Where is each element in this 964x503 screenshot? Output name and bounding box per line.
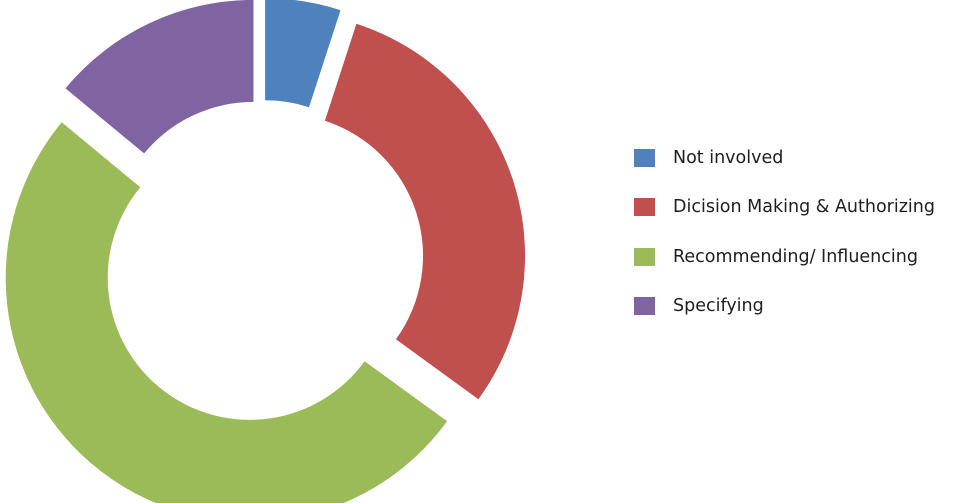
legend-swatch-specifying xyxy=(634,297,655,315)
legend-swatch-recommending xyxy=(634,247,655,266)
legend-swatch-decision-making xyxy=(634,198,655,216)
chart-legend: Not involved Dicision Making & Authorizi… xyxy=(634,145,954,343)
legend-label-recommending: Recommending/ Influencing xyxy=(673,246,918,267)
legend-entry-recommending: Recommending/ Influencing xyxy=(634,244,954,269)
legend-swatch-not-involved xyxy=(634,148,655,167)
donut-slice-not-involved xyxy=(265,0,341,108)
legend-label-decision-making: Dicision Making & Authorizing xyxy=(673,197,935,217)
donut-slice-specifying xyxy=(65,0,254,154)
legend-entry-not-involved: Not involved xyxy=(634,145,954,170)
donut-slice-dicision-making-authorizing xyxy=(324,23,526,400)
donut-slice-recommending-influencing xyxy=(5,122,448,503)
legend-label-specifying: Specifying xyxy=(673,296,764,316)
legend-entry-specifying: Specifying xyxy=(634,294,954,319)
legend-entry-decision-making: Dicision Making & Authorizing xyxy=(634,195,954,220)
legend-label-not-involved: Not involved xyxy=(673,147,784,168)
